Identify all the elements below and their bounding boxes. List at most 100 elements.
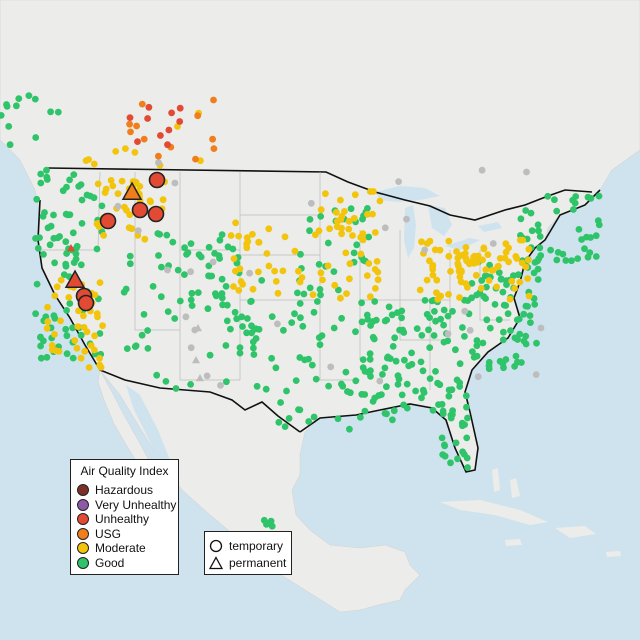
- monitor-marker: [32, 310, 39, 318]
- monitor-marker: [526, 312, 534, 319]
- permanent-monitor-marker: [64, 269, 86, 288]
- monitor-marker: [317, 206, 325, 214]
- monitor-marker: [77, 331, 85, 339]
- monitor-marker: [403, 215, 410, 223]
- permanent-monitor-marker: [194, 324, 202, 332]
- temporary-monitor-marker: [131, 201, 149, 219]
- legend-item-moderate: Moderate: [77, 541, 146, 555]
- monitor-marker: [459, 324, 466, 331]
- monitor-marker: [155, 159, 162, 167]
- monitor-marker: [63, 332, 71, 340]
- monitor-marker: [206, 272, 214, 280]
- monitor-marker: [366, 293, 374, 300]
- monitor-marker: [512, 352, 520, 360]
- lake-erie: [445, 238, 480, 250]
- monitor-marker: [268, 313, 276, 320]
- monitor-marker: [535, 255, 543, 262]
- monitor-marker: [419, 386, 427, 394]
- monitor-marker: [247, 298, 255, 305]
- monitor-marker: [423, 276, 431, 284]
- monitor-marker: [506, 295, 514, 303]
- monitor-marker: [478, 277, 486, 284]
- monitor-marker: [416, 286, 424, 294]
- monitor-marker: [205, 262, 213, 270]
- monitor-marker: [169, 238, 177, 246]
- monitor-marker: [96, 330, 104, 337]
- monitor-marker: [239, 323, 246, 330]
- legend-label: Hazardous: [95, 483, 154, 497]
- monitor-marker: [346, 389, 354, 397]
- monitor-marker: [520, 337, 528, 345]
- monitor-marker: [527, 209, 535, 217]
- monitor-marker: [249, 230, 256, 238]
- monitor-marker: [461, 421, 468, 428]
- monitor-marker: [306, 216, 314, 223]
- monitor-marker: [468, 280, 476, 287]
- permanent-monitor-marker: [121, 181, 143, 200]
- monitor-marker: [437, 315, 444, 323]
- monitor-marker: [502, 356, 510, 363]
- monitor-marker: [456, 360, 464, 368]
- legend-label: temporary: [229, 539, 284, 553]
- monitor-marker: [265, 225, 273, 233]
- monitor-marker: [445, 291, 452, 298]
- monitor-marker: [429, 271, 437, 279]
- monitor-marker: [456, 273, 464, 281]
- monitor-marker: [292, 377, 300, 384]
- monitor-marker: [126, 114, 134, 121]
- monitor-marker: [516, 278, 524, 286]
- monitor-marker: [417, 358, 425, 366]
- monitor-points: [0, 92, 603, 530]
- monitor-marker: [349, 232, 356, 239]
- monitor-marker: [447, 268, 454, 275]
- monitor-marker: [468, 294, 476, 302]
- monitor-marker: [335, 286, 342, 294]
- bahamas-islands: [492, 468, 520, 498]
- monitor-marker: [472, 271, 480, 279]
- monitor-marker: [187, 268, 195, 276]
- monitor-marker: [350, 214, 358, 222]
- monitor-marker: [433, 289, 440, 297]
- monitor-marker: [441, 442, 449, 450]
- monitor-marker: [445, 392, 453, 400]
- monitor-marker: [223, 378, 230, 386]
- monitor-marker: [361, 391, 369, 398]
- monitor-marker: [462, 280, 470, 287]
- monitor-marker: [50, 312, 58, 320]
- temporary-monitor-marker: [99, 212, 117, 230]
- monitor-marker: [112, 148, 120, 155]
- monitor-marker: [197, 253, 205, 261]
- monitor-marker: [440, 338, 448, 346]
- monitor-marker: [62, 238, 70, 246]
- monitor-marker: [357, 233, 365, 241]
- monitor-marker: [587, 234, 594, 241]
- monitor-marker: [547, 246, 554, 254]
- monitor-marker: [352, 377, 360, 385]
- monitor-marker: [522, 207, 530, 214]
- gulf-of-california: [126, 385, 170, 462]
- monitor-marker: [501, 254, 509, 262]
- monitor-marker: [155, 252, 162, 259]
- monitor-marker: [126, 211, 134, 219]
- monitor-marker: [334, 415, 342, 423]
- monitor-marker: [378, 391, 385, 398]
- monitor-marker: [31, 95, 39, 103]
- monitor-marker: [346, 275, 353, 283]
- monitor-marker: [367, 373, 374, 380]
- monitor-marker: [440, 306, 448, 314]
- monitor-marker: [346, 260, 354, 268]
- monitor-marker: [249, 338, 257, 346]
- monitor-marker: [499, 336, 507, 344]
- monitor-marker: [159, 196, 167, 204]
- monitor-marker: [544, 192, 552, 200]
- monitor-marker: [395, 375, 403, 383]
- monitor-marker: [126, 252, 134, 260]
- monitor-marker: [82, 157, 90, 165]
- monitor-marker: [216, 236, 224, 244]
- monitor-marker: [438, 434, 446, 442]
- monitor-marker: [431, 246, 439, 254]
- monitor-marker: [140, 311, 148, 318]
- monitor-marker: [3, 103, 11, 110]
- monitor-marker: [70, 171, 78, 179]
- monitor-marker: [474, 373, 482, 381]
